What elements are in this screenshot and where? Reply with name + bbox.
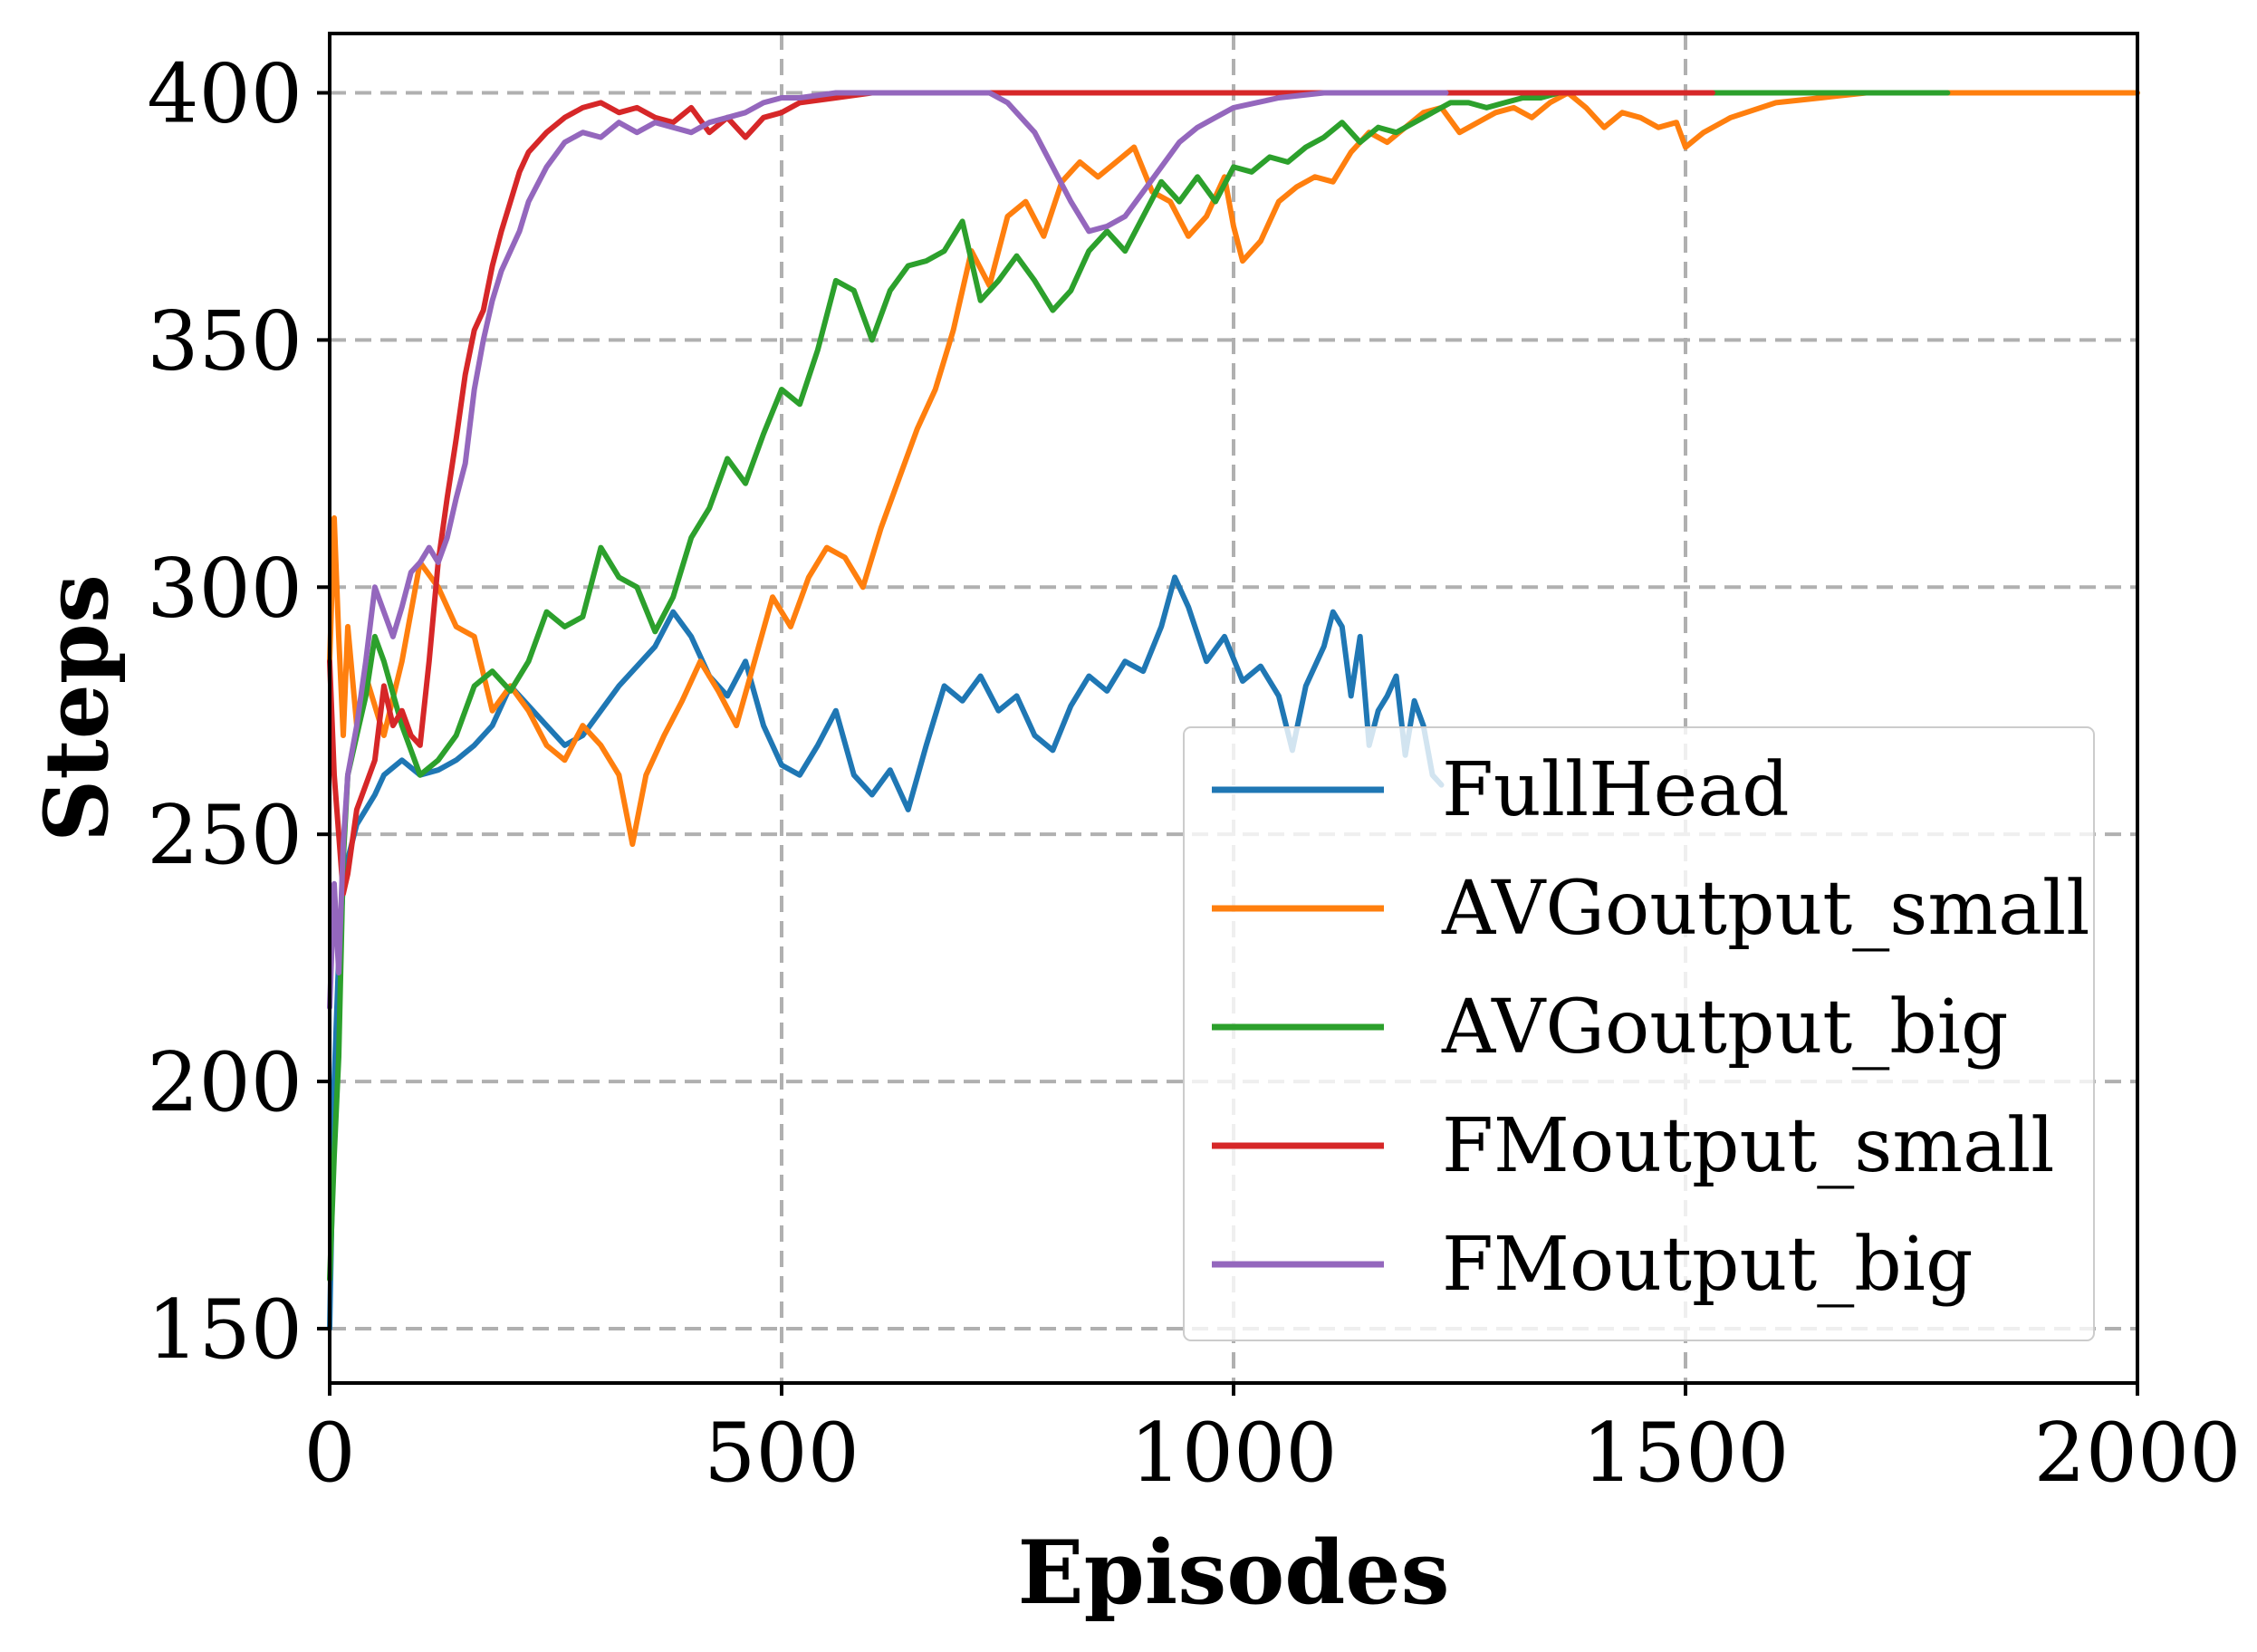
legend-entry: AVGoutput_small <box>1212 866 2089 952</box>
x-tick-label: 0 <box>303 1406 355 1501</box>
legend-label: FMoutput_small <box>1442 1103 2054 1189</box>
y-tick-label: 250 <box>147 788 303 883</box>
y-axis-title: Steps <box>25 574 128 842</box>
legend-box <box>1183 726 2095 1341</box>
y-tick-label: 300 <box>147 541 303 636</box>
x-axis-title: Episodes <box>1017 1522 1449 1624</box>
series-lines <box>327 90 2140 1331</box>
series-line-fmoutput-small <box>327 90 1715 897</box>
legend-entry: FullHead <box>1212 747 1790 833</box>
x-tick-label: 500 <box>704 1406 860 1501</box>
x-tick-label: 1000 <box>1129 1406 1337 1501</box>
legend-label: FullHead <box>1442 747 1790 833</box>
legend-label: AVGoutput_big <box>1441 984 2008 1071</box>
series-line-avgoutput-big <box>327 90 1951 1282</box>
legend-entry: FMoutput_big <box>1212 1222 1973 1308</box>
x-tick-label: 2000 <box>2033 1406 2241 1501</box>
x-tick-label: 1500 <box>1581 1406 1789 1501</box>
axis-ticks: 0 500 1000 1500 2000 150 200 250 300 350 400 <box>147 46 2241 1501</box>
series-line-fullhead <box>327 574 1445 1331</box>
legend-label: AVGoutput_small <box>1441 866 2089 952</box>
legend-entry: FMoutput_small <box>1212 1103 2054 1189</box>
y-tick-label: 200 <box>147 1035 303 1130</box>
y-tick-label: 400 <box>147 46 303 141</box>
y-tick-label: 150 <box>147 1282 303 1378</box>
legend: FullHead AVGoutput_small AVGoutput_big FMou… <box>1183 726 2095 1341</box>
legend-label: FMoutput_big <box>1442 1222 1973 1308</box>
legend-entry: AVGoutput_big <box>1212 984 2008 1071</box>
series-line-fmoutput-big <box>327 90 1449 1011</box>
y-tick-label: 350 <box>147 293 303 389</box>
legend-items: FullHead AVGoutput_small AVGoutput_big FMou… <box>1212 747 2089 1308</box>
